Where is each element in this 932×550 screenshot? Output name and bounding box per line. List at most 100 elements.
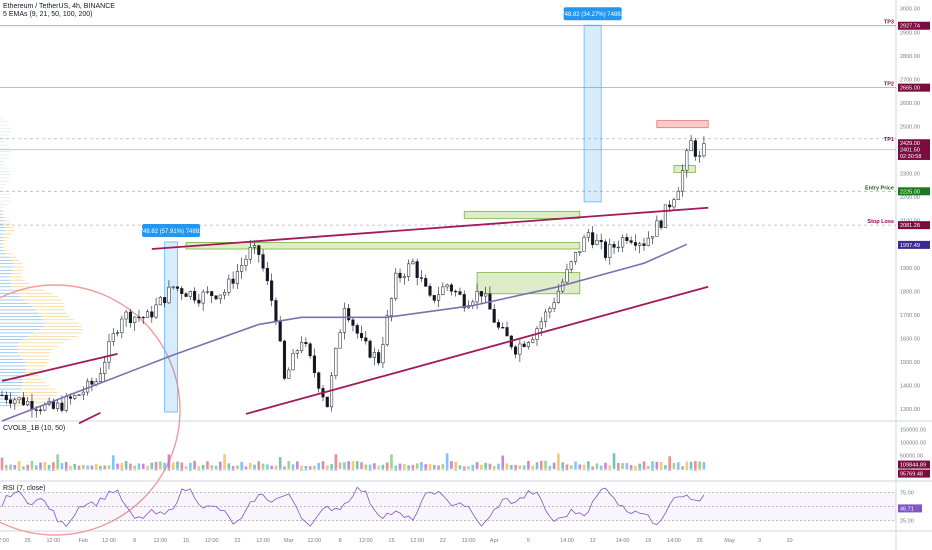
volume-profile-bar <box>33 332 82 334</box>
candle <box>282 340 287 379</box>
volume-profile-bar <box>0 230 5 232</box>
volume-profile-bar <box>0 233 4 235</box>
volume-profile-bar <box>0 263 14 265</box>
cvol-bar <box>146 465 149 469</box>
volume-profile-bar <box>9 279 25 281</box>
price-badge <box>898 240 930 249</box>
cvol-bar <box>373 468 376 470</box>
cvol-bar <box>296 468 299 470</box>
cvol-bar <box>539 460 543 469</box>
cvol-bar <box>467 468 470 471</box>
cvol-bar <box>411 468 415 471</box>
cvol-bar <box>407 468 410 471</box>
cvol-bar <box>364 468 368 471</box>
cvol-bar <box>403 468 406 471</box>
price-badge-label: 2401.50 <box>900 148 920 154</box>
candle <box>77 394 81 396</box>
candle <box>655 220 659 237</box>
cvol-bar <box>231 468 235 471</box>
cvol-bar <box>518 468 522 470</box>
cvol-bar <box>236 465 239 469</box>
candle <box>479 291 483 297</box>
cvol-bar <box>197 466 201 469</box>
price-tick-label: 2600.00 <box>900 101 920 107</box>
volume-profile-bar <box>0 316 42 317</box>
candle <box>680 170 685 192</box>
cvol-bar <box>120 463 124 469</box>
candle <box>205 291 209 293</box>
time-tick-label: Mar <box>284 538 294 544</box>
cvol-bar <box>642 461 646 469</box>
volume-profile-bar <box>9 283 30 284</box>
cvol-bar <box>347 468 350 471</box>
cvol-bar <box>133 468 136 472</box>
cvol-bar <box>368 468 372 471</box>
candle <box>599 240 603 243</box>
level-label: TP1 <box>884 137 894 143</box>
volume-profile-bar <box>0 392 20 393</box>
cvol-bar <box>492 466 496 469</box>
volume-profile-bar <box>0 365 27 367</box>
cvol-bar <box>608 465 612 469</box>
candle <box>227 278 231 293</box>
candle <box>73 395 77 399</box>
cvol-bar <box>651 468 654 471</box>
candle <box>300 342 304 351</box>
cvol-bar <box>167 454 171 469</box>
cvol-bar <box>13 468 17 470</box>
candle <box>223 292 227 296</box>
cvol-bar <box>385 468 389 471</box>
candle <box>68 396 73 399</box>
candle <box>116 332 120 334</box>
candle <box>13 399 17 404</box>
cvol-bar <box>689 468 693 471</box>
volume-profile-bar <box>24 299 63 301</box>
cvol-bar <box>368 464 372 469</box>
candle <box>693 140 697 157</box>
volume-profile-bar <box>20 355 50 357</box>
candle <box>651 236 655 239</box>
cvol-bar <box>629 465 633 469</box>
candle <box>64 396 68 411</box>
volume-profile-bar <box>22 382 45 383</box>
cvol-bar <box>385 462 389 469</box>
volume-profile-bar <box>0 352 19 354</box>
volume-profile-bar <box>0 273 11 274</box>
cvol-bar <box>428 464 432 469</box>
volume-profile-bar <box>0 184 6 185</box>
volume-profile-bar <box>2 237 10 238</box>
cvol-bar <box>454 468 457 472</box>
cvol-badge-label: 95769.48 <box>900 472 923 478</box>
ema-legend: 5 EMAs (9, 21, 50, 100, 200) <box>3 11 93 18</box>
cvol-bar <box>17 468 21 472</box>
time-tick-label: 12:00 <box>205 538 219 544</box>
cvol-bar <box>218 461 222 469</box>
cvol-bar <box>501 468 505 471</box>
volume-profile-bar <box>17 345 58 347</box>
candle <box>334 347 338 377</box>
cvol-bar <box>574 461 577 469</box>
candle <box>454 290 458 293</box>
cvol-tick-label: 50000.00 <box>900 454 923 460</box>
cvol-bar <box>26 464 29 469</box>
ema-200-line <box>1 243 688 422</box>
candle <box>270 280 274 301</box>
volume-profile-bar <box>10 273 22 274</box>
cvol-bar <box>612 468 616 470</box>
cvol-bar <box>278 468 282 471</box>
volume-profile-bar <box>0 388 22 390</box>
volume-profile-bar <box>42 326 82 327</box>
cvol-bar <box>664 468 667 470</box>
cvol-bar <box>617 462 620 469</box>
cvol-bar <box>274 465 278 469</box>
cvol-bar <box>274 468 278 471</box>
cvol-bar <box>210 468 214 471</box>
price-badge-label: 2927.74 <box>900 24 920 30</box>
volume-profile-bar <box>0 260 12 261</box>
candle <box>21 397 25 405</box>
candle <box>458 291 462 295</box>
price-tick-label: 1900.00 <box>900 266 920 272</box>
cvol-bar <box>561 468 564 472</box>
volume-profile-bar <box>26 365 46 367</box>
